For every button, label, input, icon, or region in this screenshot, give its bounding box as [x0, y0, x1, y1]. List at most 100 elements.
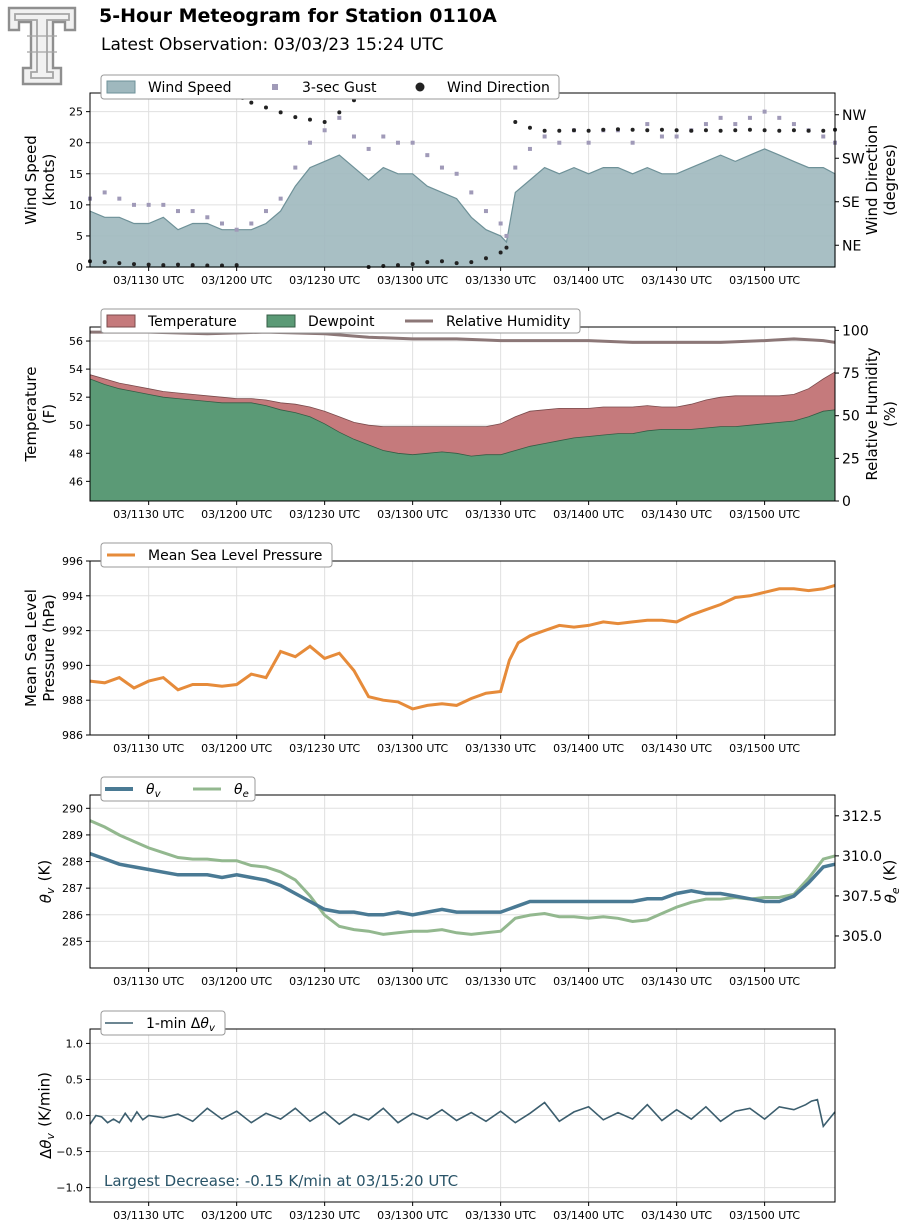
x-tick-label: 03/1200 UTC — [201, 1209, 272, 1222]
y-tick-label: 52 — [69, 391, 83, 404]
wind-direction-point — [190, 263, 195, 268]
gust-point — [190, 209, 195, 214]
x-tick-label: 03/1200 UTC — [201, 975, 272, 988]
y-axis-label: Pressure (hPa) — [40, 594, 58, 702]
y2-axis-label: θe (K) — [881, 860, 903, 904]
legend-label: Wind Direction — [447, 80, 550, 96]
x-tick-label: 03/1230 UTC — [289, 274, 360, 287]
gust-point — [366, 146, 371, 151]
x-tick-label: 03/1300 UTC — [377, 742, 448, 755]
legend: 1-min Δθv — [100, 1010, 226, 1036]
x-tick-label: 03/1300 UTC — [377, 274, 448, 287]
x-tick-label: 03/1500 UTC — [729, 975, 800, 988]
gust-point — [117, 196, 122, 201]
x-tick-label: 03/1130 UTC — [113, 274, 184, 287]
wind-direction-point — [410, 262, 415, 267]
x-tick-label: 03/1400 UTC — [553, 742, 624, 755]
y-axis-label: Δθv (K/min) — [36, 1072, 58, 1159]
x-tick-label: 03/1500 UTC — [729, 1209, 800, 1222]
gust-point — [219, 221, 224, 226]
panel-wind: 03/1130 UTC 03/1200 UTC 03/1230 UTC 03/1300… — [22, 92, 899, 287]
x-tick-label: 03/1300 UTC — [377, 1209, 448, 1222]
y-tick-label: 10 — [69, 199, 83, 212]
y-tick-label: 286 — [62, 909, 83, 922]
y-tick-label: 994 — [62, 590, 83, 603]
gust-point — [337, 115, 342, 120]
x-tick-label: 03/1230 UTC — [289, 508, 360, 521]
x-tick-label: 03/1330 UTC — [465, 975, 536, 988]
y2-axis-label: Relative Humidity — [863, 347, 881, 480]
dewpoint-area — [89, 378, 836, 502]
gust-point — [102, 190, 107, 195]
gust-point — [659, 134, 664, 139]
x-tick-label: 03/1400 UTC — [553, 508, 624, 521]
x-tick-label: 03/1230 UTC — [289, 742, 360, 755]
y-axis-label: Wind Speed — [22, 135, 40, 225]
gust-point — [351, 134, 356, 139]
x-tick-label: 03/1200 UTC — [201, 274, 272, 287]
gust-point — [513, 165, 518, 170]
x-tick-label: 03/1300 UTC — [377, 508, 448, 521]
x-tick-label: 03/1500 UTC — [729, 742, 800, 755]
y2-axis-label: (%) — [881, 401, 899, 427]
wind-direction-point — [747, 127, 752, 132]
gust-point — [307, 140, 312, 145]
y-tick-label: 1.0 — [66, 1037, 84, 1050]
y2-tick-label: SW — [842, 151, 865, 167]
legend: θv θe — [100, 776, 256, 802]
y-tick-label: 996 — [62, 555, 83, 568]
wind-direction-point — [322, 120, 327, 124]
wind-direction-point — [659, 127, 664, 132]
wind-direction-point — [498, 250, 503, 255]
wind-direction-point — [293, 115, 298, 120]
gust-point — [483, 209, 488, 214]
legend-box — [100, 776, 256, 802]
wind-direction-point — [504, 245, 509, 250]
gust-point — [234, 227, 239, 232]
wind-direction-point — [263, 105, 268, 110]
gust-point — [630, 140, 635, 145]
legend-box — [100, 308, 581, 334]
gust-point — [674, 134, 679, 139]
panel-dtheta: 03/1130 UTC 03/1200 UTC 03/1230 UTC 03/1300… — [36, 1028, 836, 1222]
wind-direction-point — [601, 127, 606, 132]
x-tick-label: 03/1230 UTC — [289, 1209, 360, 1222]
gust-point — [542, 134, 547, 139]
wind-direction-point — [703, 128, 708, 133]
y-tick-label: 56 — [69, 335, 83, 348]
wind-direction-point — [454, 261, 459, 266]
gust-point — [161, 202, 166, 207]
gust-point — [131, 202, 136, 207]
legend-box — [100, 1010, 226, 1036]
y-tick-label: 15 — [69, 168, 83, 181]
legend-label: θv — [146, 781, 162, 800]
wind-direction-point — [806, 128, 811, 133]
x-tick-label: 03/1200 UTC — [201, 508, 272, 521]
gust-point — [777, 115, 782, 120]
x-tick-label: 03/1130 UTC — [113, 508, 184, 521]
y2-tick-label: 310.0 — [842, 849, 882, 865]
wind-direction-point — [821, 128, 826, 133]
wind-direction-point — [674, 128, 679, 133]
x-tick-label: 03/1430 UTC — [641, 274, 712, 287]
wind-direction-point — [131, 262, 136, 267]
gust-point — [504, 233, 509, 238]
wind-direction-point — [586, 128, 591, 133]
gust-point — [762, 109, 767, 114]
gust-point — [791, 122, 796, 127]
theta-v-line — [89, 851, 836, 917]
x-tick-label: 03/1300 UTC — [377, 975, 448, 988]
gust-point — [425, 153, 430, 158]
gust-point — [205, 215, 210, 220]
y-tick-label: 46 — [69, 475, 83, 488]
legend: Mean Sea Level Pressure — [100, 542, 333, 568]
gust-point — [249, 221, 254, 226]
gust-point — [586, 140, 591, 145]
gust-point — [439, 165, 444, 170]
panel-temperature: 03/1130 UTC 03/1200 UTC 03/1230 UTC 03/1300… — [22, 323, 899, 521]
panel-theta: 03/1130 UTC 03/1200 UTC 03/1230 UTC 03/1300… — [36, 794, 903, 988]
wind-direction-point — [791, 128, 796, 133]
wind-direction-point — [249, 100, 254, 105]
y2-axis-label: Wind Direction — [863, 125, 881, 235]
y2-tick-label: 50 — [842, 409, 860, 425]
